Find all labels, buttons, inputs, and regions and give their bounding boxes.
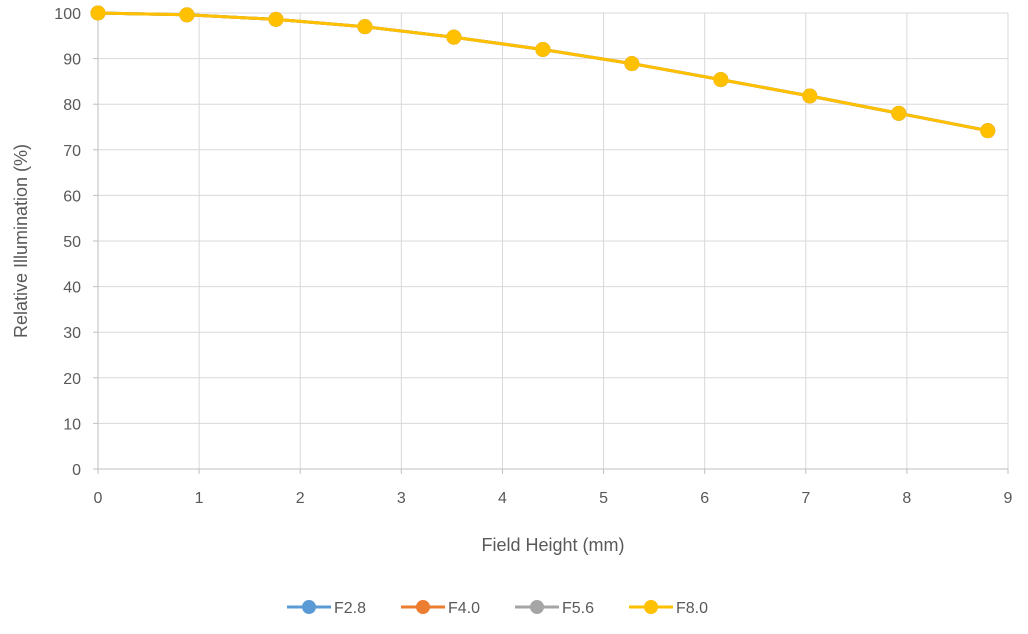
- y-tick-label-3: 30: [63, 325, 81, 342]
- y-tick-label-9: 90: [63, 52, 81, 69]
- data-point-F8.0-0: [90, 5, 106, 21]
- x-tick-label-0: 0: [94, 490, 103, 507]
- legend-label-F4.0: F4.0: [448, 600, 480, 617]
- x-tick-label-7: 7: [801, 490, 810, 507]
- x-tick-label-2: 2: [296, 490, 305, 507]
- legend-label-F2.8: F2.8: [334, 600, 366, 617]
- series-F2.8: [90, 5, 996, 139]
- data-point-F8.0-8: [802, 88, 818, 104]
- legend-item-F8.0: F8.0: [629, 600, 708, 617]
- data-point-F8.0-10: [980, 123, 996, 139]
- series-F8.0: [90, 5, 996, 139]
- series-F4.0: [90, 5, 996, 139]
- y-tick-label-4: 40: [63, 280, 81, 297]
- legend-swatch-marker-F8.0: [644, 600, 658, 614]
- data-point-F8.0-4: [446, 29, 462, 45]
- data-point-F8.0-1: [179, 7, 195, 23]
- series-line-F2.8: [97, 11, 989, 133]
- legend-swatch-marker-F5.6: [530, 600, 544, 614]
- y-tick-label-6: 60: [63, 188, 81, 205]
- x-axis-title: Field Height (mm): [481, 535, 624, 555]
- y-axis-title: Relative Illumination (%): [11, 144, 31, 338]
- y-tick-label-2: 20: [63, 371, 81, 388]
- data-point-F8.0-3: [357, 19, 373, 35]
- data-point-F8.0-2: [268, 11, 284, 27]
- x-tick-label-1: 1: [195, 490, 204, 507]
- series-line-F4.0: [97, 11, 989, 133]
- y-tick-label-7: 70: [63, 143, 81, 160]
- y-tick-label-8: 80: [63, 97, 81, 114]
- y-tick-label-5: 50: [63, 234, 81, 251]
- data-point-F8.0-5: [535, 41, 551, 57]
- x-tick-label-4: 4: [498, 490, 507, 507]
- y-tick-label-10: 100: [54, 6, 81, 23]
- legend-label-F5.6: F5.6: [562, 600, 594, 617]
- x-tick-label-5: 5: [599, 490, 608, 507]
- series-line-F5.6: [97, 11, 989, 133]
- legend-swatch-marker-F2.8: [302, 600, 316, 614]
- series-F5.6: [90, 5, 996, 139]
- legend-item-F2.8: F2.8: [287, 600, 366, 617]
- series-layer: [90, 5, 996, 139]
- axes: 0 10 20 30 40 50 60 70 80 90 100 0 1 2 3 4 5 6 7 8 9: [54, 6, 1012, 507]
- x-tick-label-6: 6: [700, 490, 709, 507]
- legend: F2.8 F4.0 F5.6 F8.0: [287, 600, 708, 617]
- grid: [98, 12, 1009, 469]
- data-point-F8.0-9: [891, 105, 907, 121]
- y-tick-label-1: 10: [63, 416, 81, 433]
- x-tick-label-8: 8: [902, 490, 911, 507]
- y-tick-label-0: 0: [72, 462, 81, 479]
- legend-item-F5.6: F5.6: [515, 600, 594, 617]
- legend-swatch-marker-F4.0: [416, 600, 430, 614]
- data-point-F8.0-6: [624, 56, 640, 72]
- data-point-F8.0-7: [713, 72, 729, 88]
- x-tick-label-3: 3: [397, 490, 406, 507]
- x-tick-label-9: 9: [1004, 490, 1013, 507]
- legend-label-F8.0: F8.0: [676, 600, 708, 617]
- series-line-F8.0: [97, 11, 989, 133]
- legend-item-F4.0: F4.0: [401, 600, 480, 617]
